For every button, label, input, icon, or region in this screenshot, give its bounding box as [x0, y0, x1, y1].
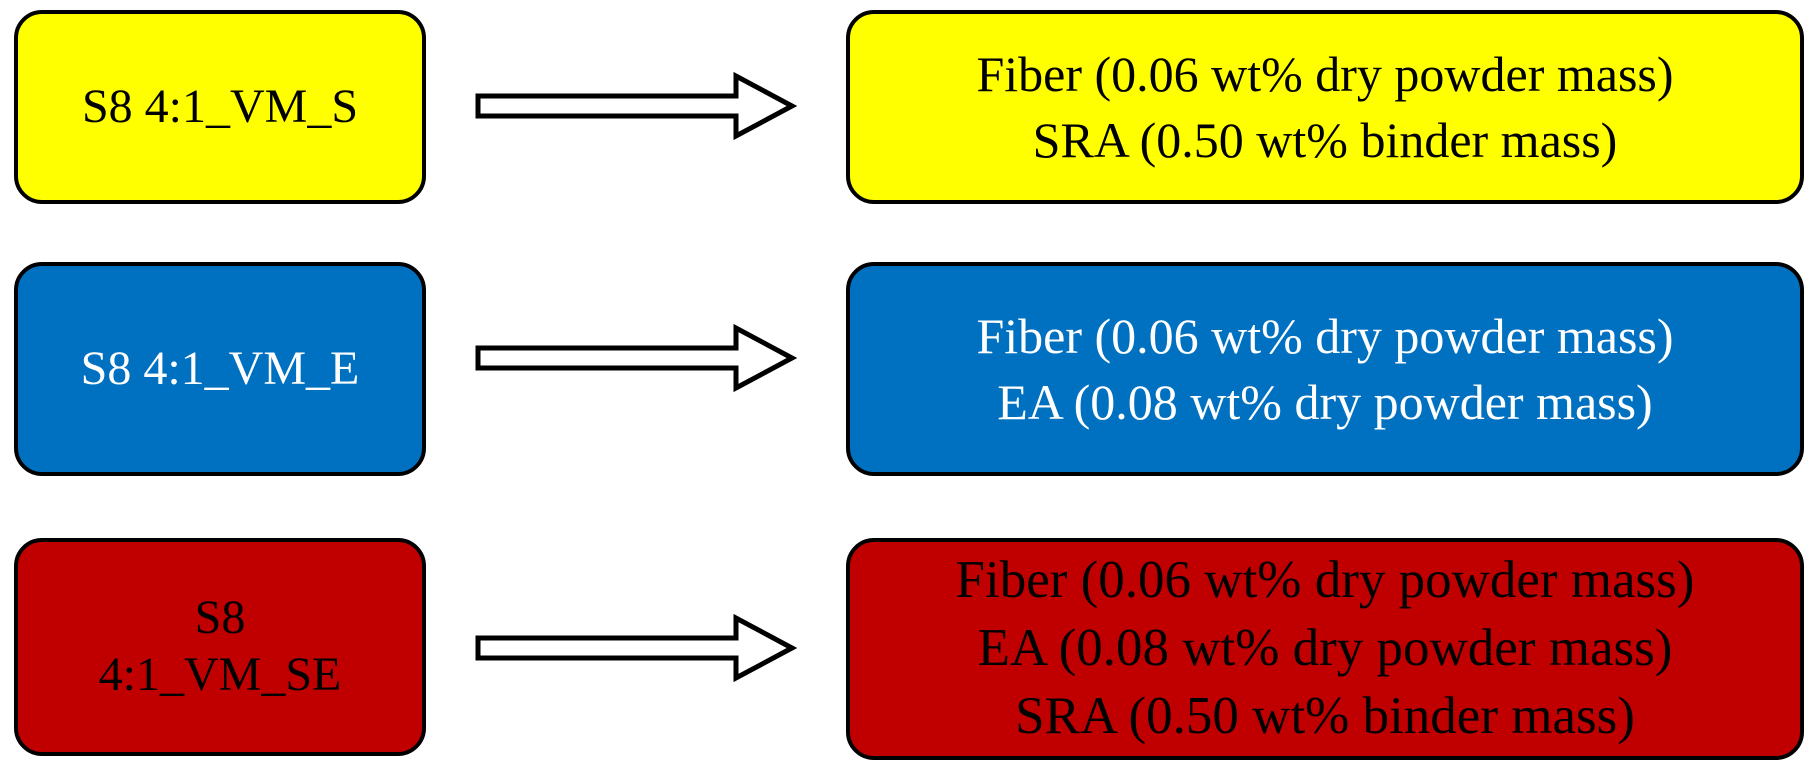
- mix-label-line: S8: [194, 591, 246, 645]
- mix-label: S8 4:1_VM_S: [81, 79, 359, 133]
- additives-box-se: Fiber (0.06 wt% dry powder mass) EA (0.0…: [846, 538, 1804, 760]
- additive-line: SRA (0.50 wt% binder mass): [1015, 686, 1635, 745]
- right-arrow-icon: [475, 71, 798, 141]
- additives-box-s: Fiber (0.06 wt% dry powder mass) SRA (0.…: [846, 10, 1804, 204]
- mix-box-s: S8 4:1_VM_S: [14, 10, 426, 204]
- right-arrow-icon: [475, 323, 798, 393]
- additive-line: EA (0.08 wt% dry powder mass): [997, 374, 1653, 430]
- additive-line: Fiber (0.06 wt% dry powder mass): [976, 46, 1674, 102]
- additives-box-e: Fiber (0.06 wt% dry powder mass) EA (0.0…: [846, 262, 1804, 476]
- mix-box-e: S8 4:1_VM_E: [14, 262, 426, 476]
- additive-line: Fiber (0.06 wt% dry powder mass): [976, 308, 1674, 364]
- mix-box-se: S8 4:1_VM_SE: [14, 538, 426, 756]
- additive-line: SRA (0.50 wt% binder mass): [1032, 112, 1618, 168]
- right-arrow-icon: [475, 613, 798, 683]
- mix-label: S8 4:1_VM_E: [80, 341, 360, 395]
- additive-line: Fiber (0.06 wt% dry powder mass): [955, 551, 1695, 610]
- additive-line: EA (0.08 wt% dry powder mass): [977, 619, 1673, 678]
- mix-label-line: 4:1_VM_SE: [98, 648, 342, 701]
